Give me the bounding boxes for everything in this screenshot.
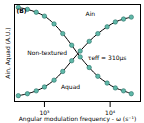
svg-text:(B): (B): [17, 7, 27, 14]
svg-text:Non-textured: Non-textured: [27, 49, 67, 56]
svg-text:Ain: Ain: [86, 10, 96, 17]
svg-text:10⁴: 10⁴: [105, 108, 116, 116]
svg-text:Ain, Aquad (A.U.): Ain, Aquad (A.U.): [4, 27, 12, 78]
svg-text:Angular modulation frequency -: Angular modulation frequency - ω (s⁻¹): [19, 115, 137, 123]
svg-text:Aquad: Aquad: [61, 83, 80, 91]
svg-text:10³: 10³: [39, 108, 50, 116]
svg-text:τeff = 310μs: τeff = 310μs: [88, 54, 127, 62]
